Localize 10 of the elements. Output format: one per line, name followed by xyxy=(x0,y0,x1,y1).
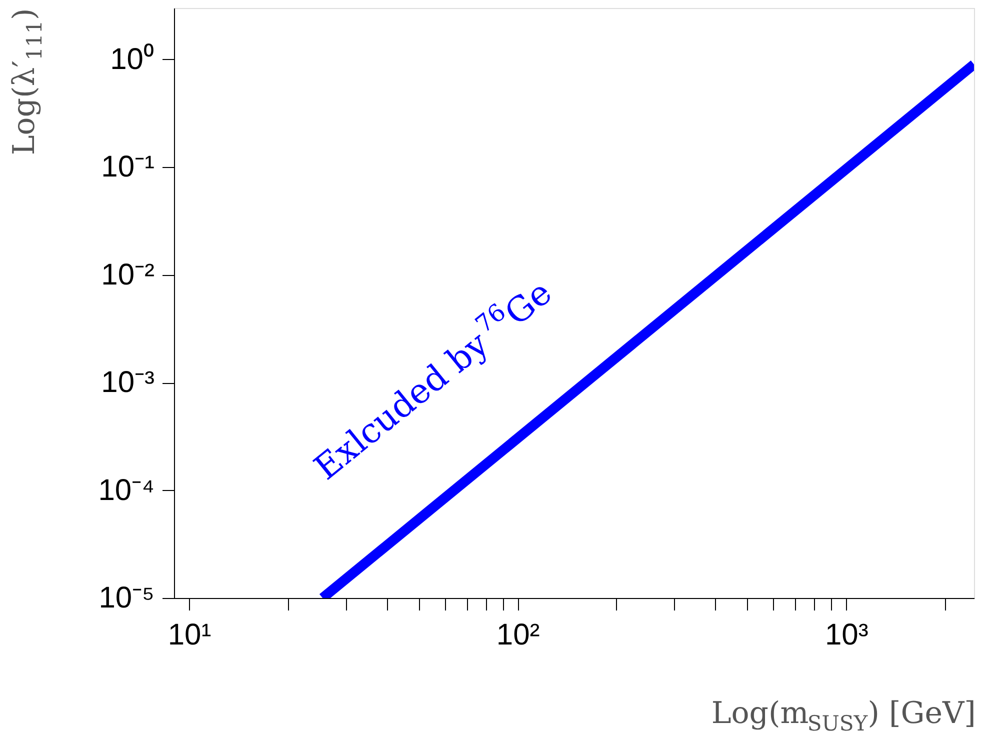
x-tick-label: 10¹ xyxy=(168,618,212,652)
x-tick-label: 10² xyxy=(496,618,540,652)
y-tick-label: 10⁰ xyxy=(110,42,154,76)
y-tick-label: 10⁻³ xyxy=(101,366,155,400)
y-tick-label: 10⁻⁴ xyxy=(98,474,154,507)
x-tick-label: 10³ xyxy=(824,618,868,652)
y-tick-label: 10⁻⁵ xyxy=(98,582,154,614)
y-tick-label: 10⁻¹ xyxy=(101,150,155,184)
y-tick-label: 10⁻² xyxy=(101,258,155,292)
y-axis-title: Log(λ′111) xyxy=(7,8,46,156)
